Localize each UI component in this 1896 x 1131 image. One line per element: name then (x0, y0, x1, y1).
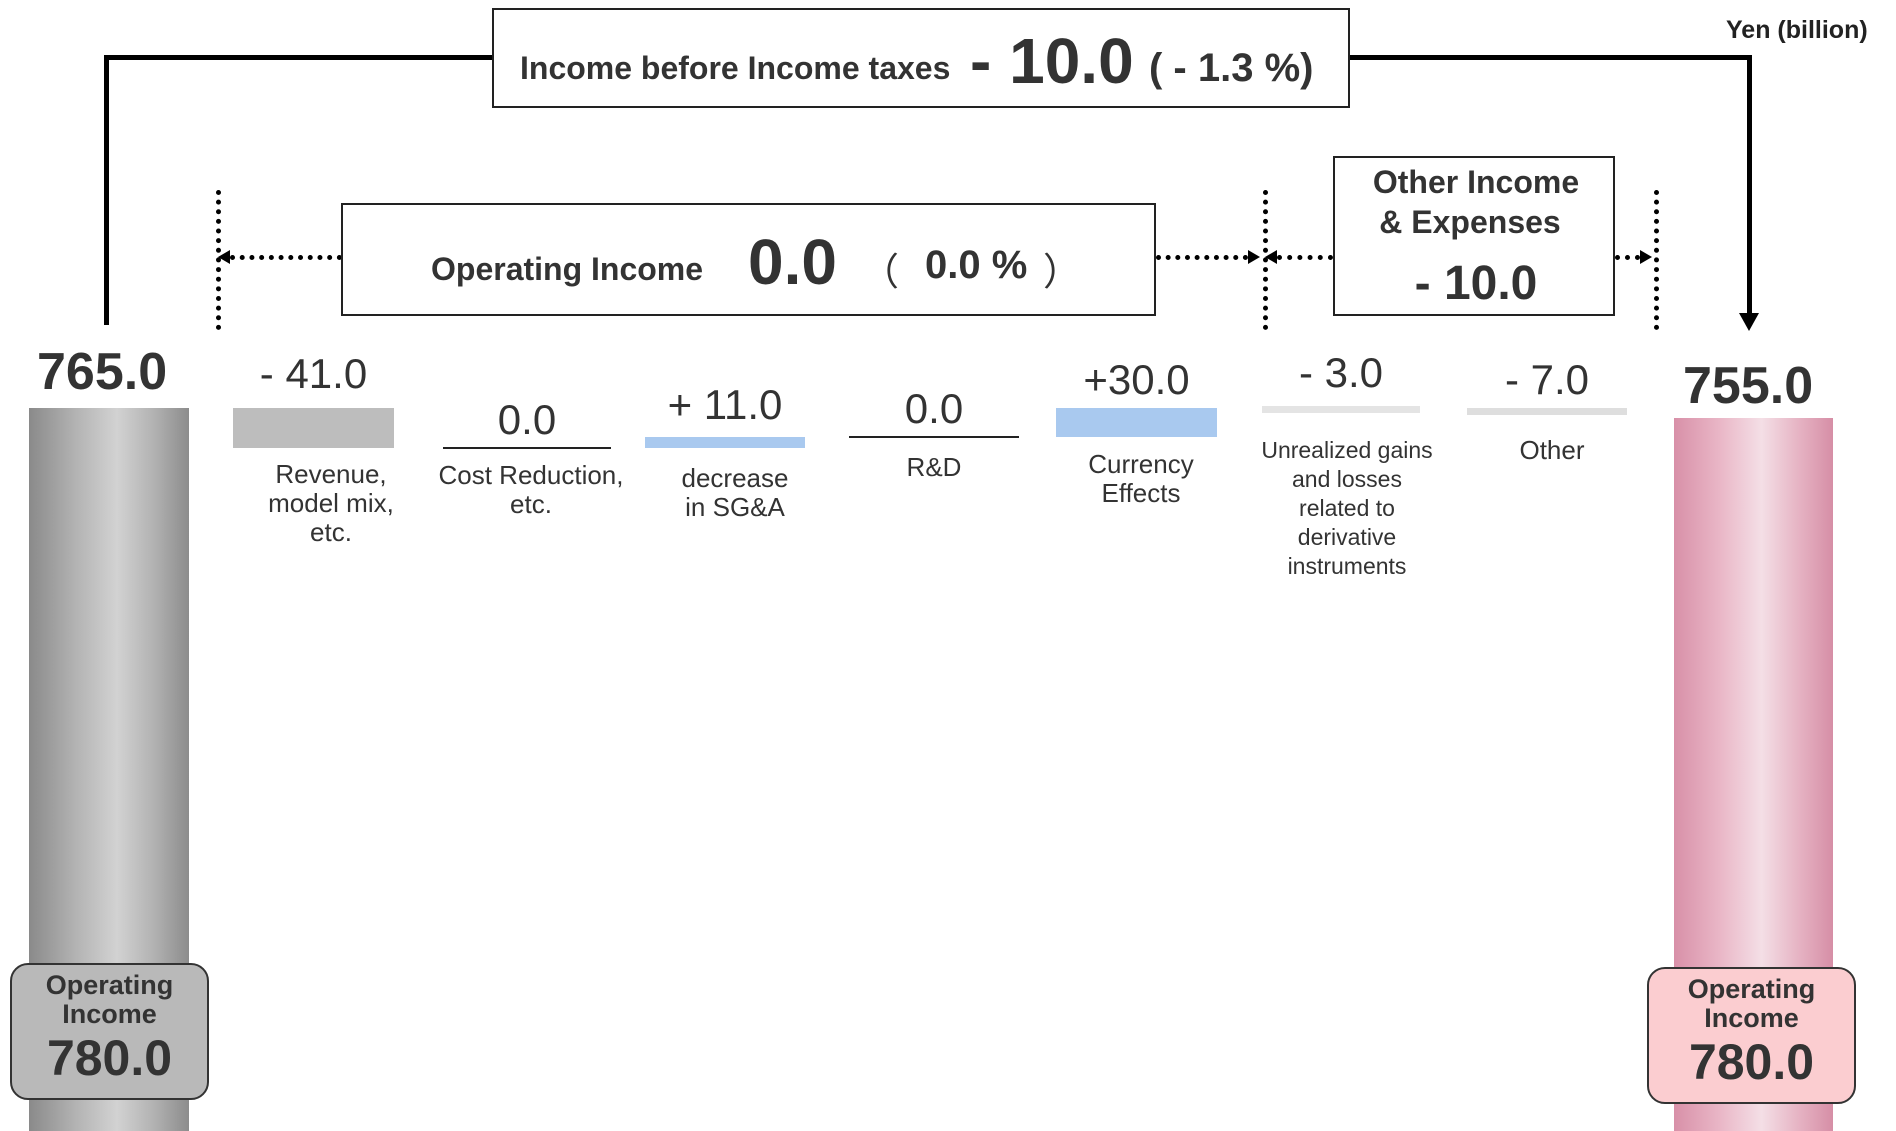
factor-label-3-line-2: in SG&A (685, 492, 785, 522)
factor-label-2-line-2: etc. (510, 489, 552, 519)
operating-dots-right (1156, 255, 1248, 260)
factor-label-6-line-3: related to (1299, 495, 1395, 521)
other-dots-left (1277, 255, 1333, 260)
factor-value-5: +30.0 (1083, 356, 1190, 403)
start-card-label-line2: Income (62, 999, 157, 1029)
operating-income-change-paren-open: （ (861, 252, 900, 294)
bracket-arrow-down (1739, 313, 1759, 331)
operating-income-change-value: 0.0 (748, 226, 837, 298)
start-operating-income-card: Operating Income 780.0 (10, 963, 209, 1100)
operating-arrow-left (218, 250, 230, 264)
bracket-left-vertical (104, 55, 109, 325)
other-income-value: - 10.0 (1414, 257, 1538, 310)
end-card-value: 780.0 (1688, 1034, 1815, 1090)
start-card-value: 780.0 (46, 1030, 173, 1086)
factor-label-7-line-1: Other (1519, 435, 1585, 465)
income-before-taxes-box: Income before Income taxes - 10.0 ( - 1.… (492, 8, 1350, 108)
other-arrow-right (1640, 250, 1652, 264)
factor-bar-7 (1467, 408, 1627, 415)
factor-label-1-line-1: Revenue, (275, 459, 387, 489)
operating-dots-left (230, 255, 342, 260)
other-income-label-line2: & Expenses (1379, 204, 1561, 240)
factor-label-6-line-1: Unrealized gains (1261, 437, 1433, 463)
other-dots-right (1615, 255, 1640, 260)
end-card-label-line1: Operating (1687, 974, 1816, 1004)
operating-arrow-right (1248, 250, 1260, 264)
factor-label-6-line-5: instruments (1287, 553, 1407, 579)
operating-income-change-box: Operating Income 0.0 （ 0.0 % ） (341, 203, 1156, 316)
factor-value-3: + 11.0 (667, 381, 783, 428)
start-value: 765.0 (37, 343, 168, 401)
factor-label-1-line-2: model mix, (268, 488, 394, 518)
income-before-taxes-label: Income before Income taxes (520, 50, 951, 86)
factor-value-7: - 7.0 (1504, 356, 1590, 403)
factor-value-4: 0.0 (904, 385, 964, 432)
factor-value-2: 0.0 (497, 396, 557, 443)
factor-value-6: - 3.0 (1298, 349, 1384, 396)
factor-label-6-line-4: derivative (1297, 524, 1397, 550)
end-operating-income-card: Operating Income 780.0 (1647, 967, 1856, 1104)
factor-label-1-line-3: etc. (310, 517, 352, 547)
end-card-label-line2: Income (1704, 1003, 1799, 1033)
factor-label-3-line-1: decrease (681, 463, 789, 493)
other-arrow-left (1265, 250, 1277, 264)
factor-label-5-line-1: Currency (1088, 449, 1194, 479)
factor-label-4-line-1: R&D (906, 452, 962, 482)
operating-income-change-paren-close: ） (1043, 252, 1082, 294)
income-before-taxes-value: - 10.0 (970, 25, 1134, 97)
separator-right (1654, 190, 1659, 330)
end-value: 755.0 (1683, 357, 1814, 415)
unit-label: Yen (billion) (1726, 16, 1868, 44)
bracket-left-horizontal (104, 55, 494, 60)
factor-bar-6 (1262, 406, 1420, 413)
other-income-box: Other Income & Expenses - 10.0 (1333, 156, 1615, 316)
bracket-right-vertical (1747, 55, 1752, 315)
operating-income-change-label: Operating Income (431, 251, 704, 287)
factor-bar-5 (1056, 408, 1217, 437)
operating-income-change-percent: 0.0 % (925, 243, 1028, 287)
factor-bar-4 (849, 436, 1019, 438)
factor-label-6-line-2: and losses (1292, 466, 1402, 492)
bracket-right-horizontal (1348, 55, 1752, 60)
factor-bar-1 (233, 408, 394, 448)
start-card-label-line1: Operating (45, 970, 174, 1000)
factor-label-2-line-1: Cost Reduction, (438, 460, 624, 490)
factor-value-1: - 41.0 (259, 350, 368, 397)
factor-bar-3 (645, 437, 805, 448)
other-income-label-line1: Other Income (1372, 164, 1580, 200)
factor-bar-2 (443, 447, 611, 449)
income-before-taxes-percent: ( - 1.3 %) (1149, 46, 1314, 90)
factor-label-5-line-2: Effects (1101, 478, 1181, 508)
